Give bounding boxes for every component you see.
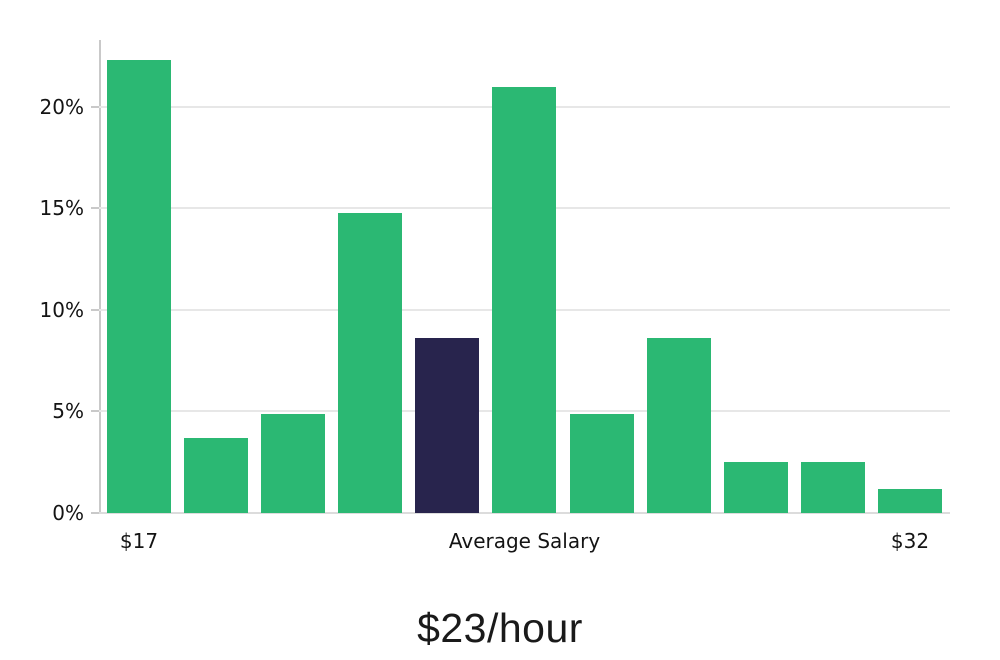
bar-10 bbox=[877, 488, 942, 513]
y-axis-labels: 0% 5% 10% 15% 20% bbox=[0, 0, 86, 660]
gridline-0% bbox=[99, 512, 950, 514]
y-tick-mark-15% bbox=[91, 207, 99, 210]
y-tick-mark-10% bbox=[91, 308, 99, 311]
bar-9 bbox=[800, 462, 865, 513]
bar-8 bbox=[723, 462, 788, 513]
bar-0 bbox=[107, 60, 171, 513]
highlight-bar-4 bbox=[415, 338, 480, 513]
y-axis-line bbox=[99, 40, 101, 513]
y-axis-label-15%: 15% bbox=[39, 196, 84, 221]
y-tick-mark-20% bbox=[91, 105, 99, 108]
bar-1 bbox=[184, 437, 249, 513]
plot-area bbox=[91, 40, 950, 514]
y-axis-label-0%: 0% bbox=[52, 501, 84, 525]
chart-title: $23/hour bbox=[417, 605, 583, 651]
x-axis-label-0: $17 bbox=[119, 529, 159, 553]
y-tick-mark-0% bbox=[91, 512, 99, 514]
bar-7 bbox=[646, 338, 711, 513]
x-axis-labels: $17 Average Salary $32 bbox=[0, 526, 1000, 556]
y-axis-label-10%: 10% bbox=[39, 297, 84, 322]
y-axis-label-5%: 5% bbox=[52, 399, 84, 424]
bar-6 bbox=[569, 413, 634, 513]
bar-2 bbox=[261, 413, 326, 513]
x-axis-label-2: $32 bbox=[890, 529, 930, 553]
bars-group bbox=[107, 40, 942, 513]
x-axis-label-1: Average Salary bbox=[448, 529, 601, 553]
y-axis-label-20%: 20% bbox=[39, 94, 84, 119]
bar-5 bbox=[492, 86, 557, 513]
y-tick-mark-5% bbox=[91, 410, 99, 413]
bar-3 bbox=[338, 212, 403, 513]
